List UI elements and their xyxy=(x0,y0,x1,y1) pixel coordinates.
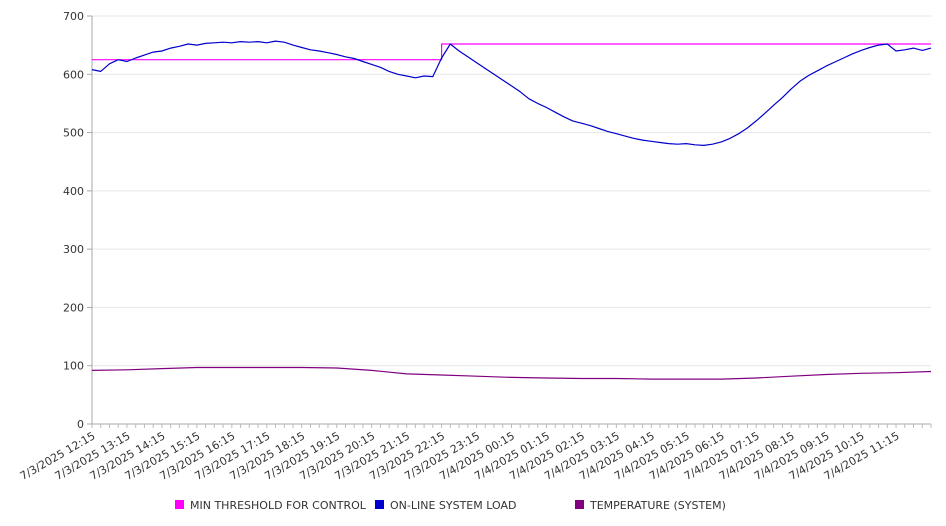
y-tick-label: 700 xyxy=(63,10,84,23)
legend: MIN THRESHOLD FOR CONTROL ON-LINE SYSTEM … xyxy=(175,499,726,512)
x-axis: 7/3/2025 12:157/3/2025 13:157/3/2025 14:… xyxy=(18,423,932,483)
y-tick-label: 300 xyxy=(63,243,84,256)
legend-swatch xyxy=(375,500,384,509)
y-tick-label: 400 xyxy=(63,185,84,198)
series-layer xyxy=(91,40,932,380)
series-line xyxy=(92,43,931,61)
legend-label: ON-LINE SYSTEM LOAD xyxy=(390,499,516,512)
y-tick-label: 100 xyxy=(63,360,84,373)
legend-swatch xyxy=(575,500,584,509)
y-axis: 0 100 200 300 400 500 600 700 xyxy=(63,10,93,431)
y-tick-label: 600 xyxy=(63,68,84,81)
y-tick-label: 500 xyxy=(63,127,84,140)
y-tick-label: 200 xyxy=(63,301,84,314)
legend-label: MIN THRESHOLD FOR CONTROL xyxy=(190,499,367,512)
series-line xyxy=(91,366,932,380)
legend-swatch xyxy=(175,500,184,509)
legend-label: TEMPERATURE (SYSTEM) xyxy=(589,499,726,512)
y-tick-label: 0 xyxy=(77,418,84,431)
series-line xyxy=(91,40,932,146)
grid-layer xyxy=(92,15,931,367)
